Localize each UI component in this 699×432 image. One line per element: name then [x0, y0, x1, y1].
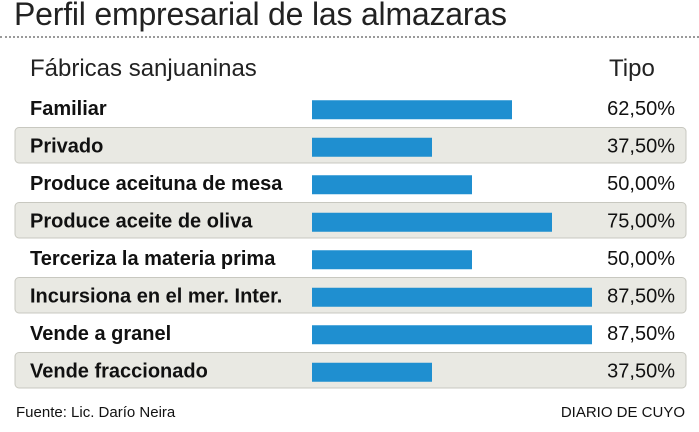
column-header-type: Tipo [609, 55, 655, 82]
bar [312, 100, 512, 120]
value-label: 37,50% [607, 360, 675, 382]
value-label: 37,50% [607, 135, 675, 157]
bar [312, 250, 472, 270]
category-label: Vende fraccionado [30, 360, 208, 382]
bar [312, 212, 552, 232]
value-label: 50,00% [607, 173, 675, 195]
value-label: 87,50% [607, 323, 675, 345]
value-label: 75,00% [607, 210, 675, 232]
category-label: Incursiona en el mer. Inter. [30, 285, 282, 307]
column-header-factories: Fábricas sanjuaninas [30, 55, 257, 82]
category-label: Produce aceituna de mesa [30, 173, 283, 195]
title-divider [0, 36, 699, 38]
value-label: 50,00% [607, 248, 675, 270]
category-label: Produce aceite de oliva [30, 210, 253, 232]
category-label: Familiar [30, 98, 107, 120]
category-label: Vende a granel [30, 323, 171, 345]
bar [312, 137, 432, 157]
bar [312, 362, 432, 382]
category-label: Privado [30, 135, 103, 157]
value-label: 62,50% [607, 98, 675, 120]
bar [312, 175, 472, 195]
chart-title: Perfil empresarial de las almazaras [14, 0, 507, 32]
value-label: 87,50% [607, 285, 675, 307]
publisher-credit: DIARIO DE CUYO [560, 404, 685, 421]
bar [312, 325, 592, 345]
source-note: Fuente: Lic. Darío Neira [16, 404, 176, 421]
category-label: Terceriza la materia prima [30, 248, 276, 270]
bar [312, 287, 592, 307]
